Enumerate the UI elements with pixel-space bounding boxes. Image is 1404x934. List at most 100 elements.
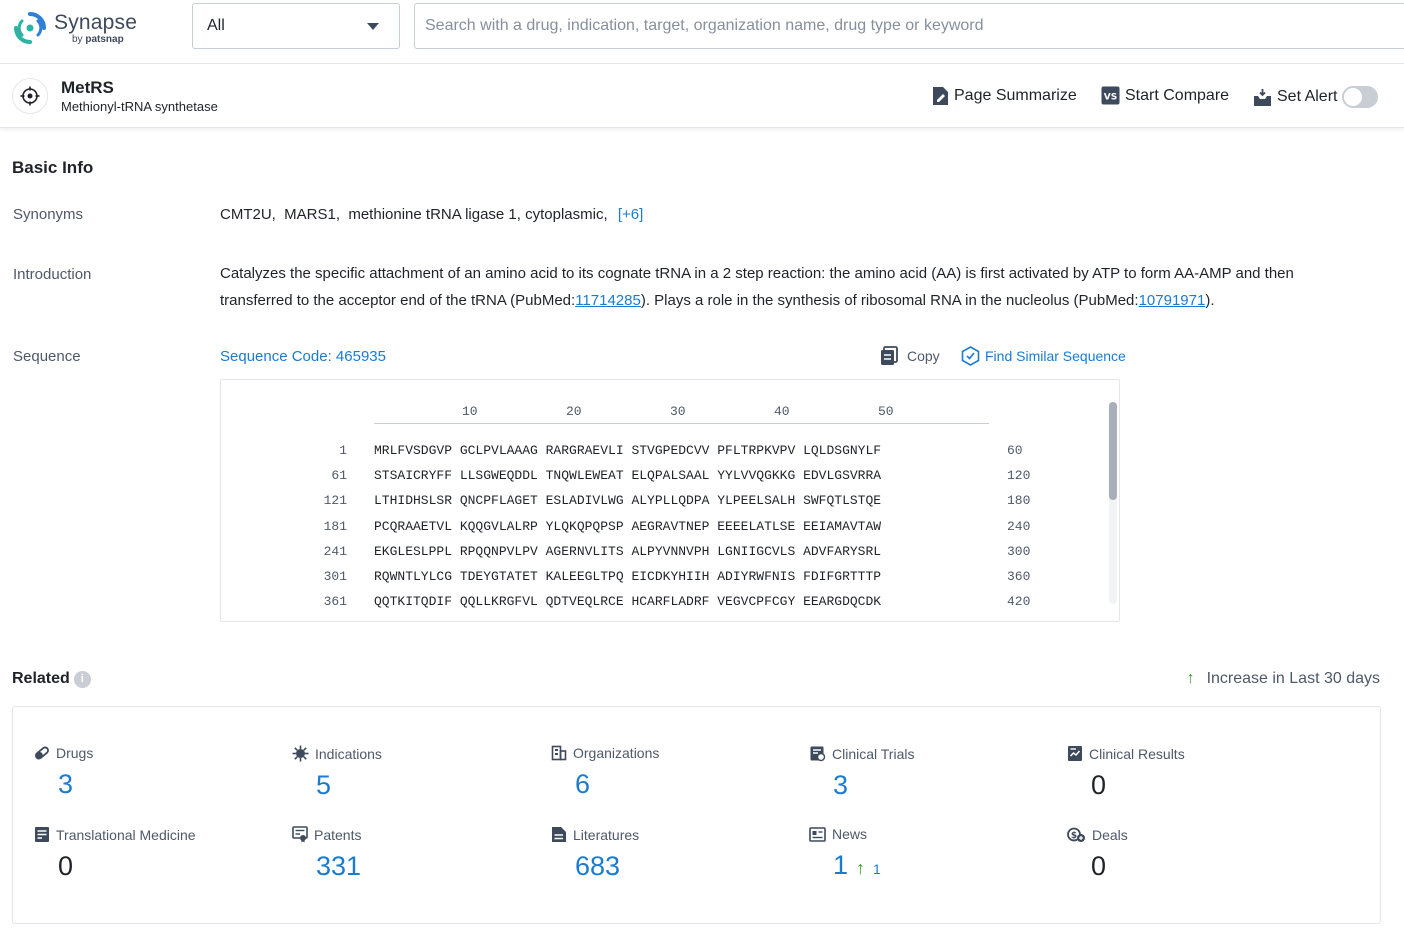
stat-translational-medicine[interactable]: Translational Medicine0 — [34, 826, 284, 896]
stat-value[interactable]: 3 — [58, 769, 73, 800]
sequence-row-end: 420 — [1007, 594, 1030, 609]
document-edit-icon — [932, 86, 949, 106]
sequence-row-start: 181 — [287, 519, 347, 534]
sequence-row-end: 300 — [1007, 544, 1030, 559]
start-compare-button[interactable]: VS Start Compare — [1101, 86, 1229, 105]
stat-value-row: 3 — [58, 769, 284, 800]
sequence-code-link[interactable]: Sequence Code: 465935 — [220, 348, 386, 365]
synonyms-label: Synonyms — [13, 206, 83, 223]
sequence-row: 61STSAICRYFF LLSGWEQDDL TNQWLEWEAT ELQPA… — [221, 468, 1111, 493]
stat-label: Patents — [314, 827, 361, 843]
stat-value: 0 — [1091, 770, 1106, 801]
info-icon[interactable]: i — [74, 671, 91, 688]
sequence-rows: 1MRLFVSDGVP GCLPVLAAAG RARGRAEVLI STVGPE… — [221, 443, 1111, 619]
stat-label-row: $Deals — [1067, 826, 1317, 843]
stat-label-row: Indications — [292, 745, 542, 762]
patent-icon — [292, 826, 314, 843]
stat-value[interactable]: 5 — [316, 770, 331, 801]
stat-organizations[interactable]: Organizations6 — [551, 745, 801, 815]
stat-value-row: 5 — [316, 770, 542, 801]
stat-value-row: 3 — [833, 770, 1059, 801]
stat-clinical-results[interactable]: Clinical Results 0 — [1067, 745, 1317, 815]
sequence-row-start: 61 — [287, 468, 347, 483]
stat-value-row: 0 — [1091, 770, 1317, 801]
stat-label: Clinical Results — [1089, 746, 1185, 762]
target-icon — [12, 78, 48, 114]
stat-value-row: 1↑1 — [833, 850, 1059, 881]
stat-value[interactable]: 6 — [575, 769, 590, 800]
stat-label-row: Drugs — [34, 745, 284, 761]
page-summarize-button[interactable]: Page Summarize — [932, 86, 1077, 106]
increase-arrow-icon: ↑ — [1187, 670, 1195, 688]
sequence-row: 121 LTHIDHSLSR QNCPFLAGET ESLADIVLWG ALYP… — [221, 493, 1111, 518]
logo-by: by patsnap — [72, 35, 137, 45]
stat-deals[interactable]: $Deals 0 — [1067, 826, 1317, 896]
sequence-row-residues: EKGLESLPPL RPQQNPVLPV AGERNVLITS ALPYVNN… — [374, 544, 881, 559]
set-alert-button[interactable]: Set Alert — [1253, 86, 1378, 108]
stat-label: Translational Medicine — [56, 827, 196, 843]
sequence-row-end: 60 — [1007, 443, 1023, 458]
set-alert-label: Set Alert — [1277, 88, 1337, 106]
pill-icon — [34, 745, 56, 761]
target-name: MetRS — [61, 78, 114, 98]
stat-value[interactable]: 331 — [316, 851, 361, 882]
introduction-text: Catalyzes the specific attachment of an … — [220, 260, 1370, 314]
stat-value-row: 331 — [316, 851, 542, 882]
news-icon — [809, 827, 832, 842]
svg-text:VS: VS — [1104, 93, 1117, 103]
sequence-row-residues: MRLFVSDGVP GCLPVLAAAG RARGRAEVLI STVGPED… — [374, 443, 881, 458]
stat-label-row: Translational Medicine — [34, 826, 284, 843]
sequence-row-end: 180 — [1007, 493, 1030, 508]
chart-doc-icon — [1067, 745, 1089, 762]
related-title: Relatedi — [12, 670, 91, 688]
stat-indications[interactable]: Indications 5 — [292, 745, 542, 815]
stat-drugs[interactable]: Drugs 3 — [34, 745, 284, 815]
sequence-ruler: 10 20 30 40 50 — [374, 404, 989, 424]
set-alert-toggle[interactable] — [1342, 86, 1378, 108]
stat-value[interactable]: 683 — [575, 851, 620, 882]
logo-brand: patsnap — [85, 34, 123, 45]
stat-value[interactable]: 3 — [833, 770, 848, 801]
stat-value-row: 6 — [575, 769, 801, 800]
clipboard-icon — [809, 745, 832, 762]
find-similar-sequence-button[interactable]: Find Similar Sequence — [961, 346, 1126, 366]
stat-clinical-trials[interactable]: Clinical Trials3 — [809, 745, 1059, 815]
sequence-row-end: 120 — [1007, 468, 1030, 483]
synapse-logo[interactable]: Synapse by patsnap — [12, 10, 137, 46]
stat-value: 0 — [1091, 851, 1106, 882]
search-input[interactable] — [414, 3, 1404, 49]
pubmed-link-2[interactable]: 10791971 — [1139, 292, 1206, 309]
stat-label: Drugs — [56, 745, 93, 761]
sequence-scrollbar-thumb[interactable] — [1109, 402, 1117, 500]
stat-value[interactable]: 1 — [833, 850, 848, 881]
copy-icon — [880, 346, 899, 366]
find-similar-icon — [961, 346, 980, 366]
logo-by-word: by — [72, 34, 83, 45]
target-full-name: Methionyl-tRNA synthetase — [61, 99, 218, 114]
sequence-row-start: 121 — [287, 493, 347, 508]
copy-button[interactable]: Copy — [880, 346, 940, 366]
related-stats-panel: Drugs3Indications5Organizations6Clinical… — [12, 706, 1381, 924]
stat-label-row: News — [809, 826, 1059, 842]
stat-literatures[interactable]: Literatures683 — [551, 826, 801, 896]
sequence-label: Sequence — [13, 348, 81, 365]
sequence-row-residues: LTHIDHSLSR QNCPFLAGET ESLADIVLWG ALYPLLQ… — [374, 493, 881, 508]
stat-value-row: 0 — [1091, 851, 1317, 882]
virus-icon — [292, 745, 315, 762]
sequence-row-end: 360 — [1007, 569, 1030, 584]
sequence-viewer[interactable]: 10 20 30 40 50 1MRLFVSDGVP GCLPVLAAAG RA… — [220, 379, 1120, 622]
pubmed-link-1[interactable]: 11714285 — [575, 292, 641, 309]
stat-patents[interactable]: Patents 331 — [292, 826, 542, 896]
sequence-scrollbar[interactable] — [1109, 402, 1117, 604]
sequence-row-residues: PCQRAAETVL KQQGVLALRP YLQKQPQPSP AEGRAVT… — [374, 519, 881, 534]
basic-info-title: Basic Info — [12, 158, 93, 178]
literature-icon — [551, 826, 573, 843]
stat-label: Deals — [1092, 827, 1128, 843]
synonyms-more-link[interactable]: [+6] — [618, 206, 643, 223]
stat-label-row: Clinical Results — [1067, 745, 1317, 762]
synonyms-value: CMT2U, MARS1, methionine tRNA ligase 1, … — [220, 206, 643, 223]
search-scope-select[interactable]: All — [192, 3, 400, 49]
sequence-row-start: 301 — [287, 569, 347, 584]
stat-news[interactable]: News 1↑1 — [809, 826, 1059, 896]
caret-down-icon — [367, 23, 379, 30]
